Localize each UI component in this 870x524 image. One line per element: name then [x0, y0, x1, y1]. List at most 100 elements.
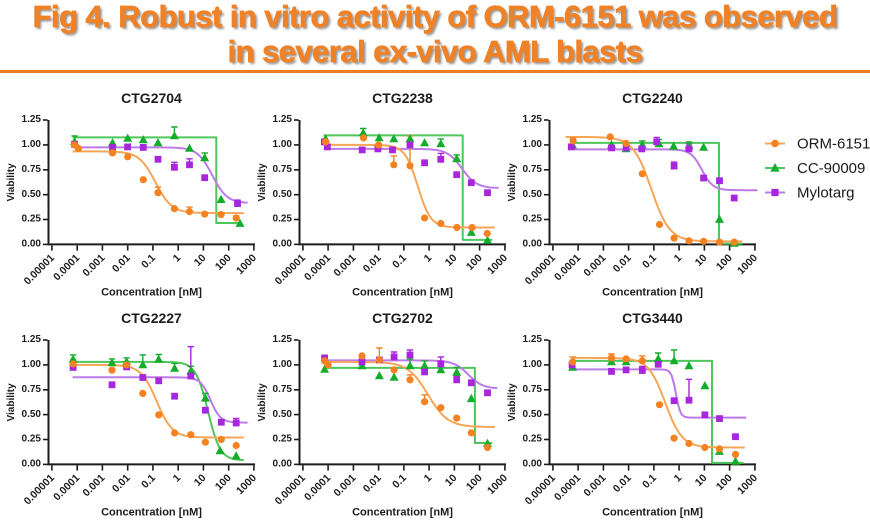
svg-text:1000: 1000 [234, 472, 259, 497]
svg-text:0.01: 0.01 [611, 472, 634, 495]
svg-text:0.25: 0.25 [273, 434, 293, 445]
svg-text:CTG2702: CTG2702 [372, 310, 433, 326]
svg-text:0.001: 0.001 [331, 472, 358, 499]
svg-text:0.1: 0.1 [640, 472, 659, 491]
svg-text:Mylotarg: Mylotarg [797, 185, 855, 202]
svg-text:Concentration [nM]: Concentration [nM] [352, 507, 453, 519]
svg-text:0.001: 0.001 [581, 252, 608, 279]
svg-text:Concentration [nM]: Concentration [nM] [101, 287, 202, 299]
svg-text:0.75: 0.75 [273, 164, 293, 175]
svg-text:0.01: 0.01 [110, 472, 133, 495]
svg-text:0.01: 0.01 [611, 252, 634, 275]
svg-text:1000: 1000 [735, 252, 760, 277]
svg-text:0.50: 0.50 [273, 189, 293, 200]
svg-text:10: 10 [443, 472, 460, 489]
svg-text:0.0001: 0.0001 [552, 252, 583, 283]
svg-text:0.1: 0.1 [139, 472, 158, 491]
svg-text:0.0001: 0.0001 [552, 472, 583, 503]
svg-text:1000: 1000 [485, 252, 510, 277]
svg-text:Viability: Viability [507, 383, 518, 422]
svg-text:0.1: 0.1 [640, 252, 659, 271]
svg-text:0.00001: 0.00001 [273, 472, 308, 507]
svg-text:0.00: 0.00 [22, 459, 42, 470]
svg-text:1.25: 1.25 [523, 334, 543, 345]
svg-text:Concentration [nM]: Concentration [nM] [101, 507, 202, 519]
svg-text:0.00: 0.00 [22, 239, 42, 250]
svg-text:Viability: Viability [257, 163, 268, 202]
svg-text:CC-90009: CC-90009 [797, 160, 865, 177]
svg-text:0.00: 0.00 [523, 239, 543, 250]
svg-text:1.00: 1.00 [273, 139, 293, 150]
svg-text:100: 100 [464, 472, 485, 493]
svg-text:0.0001: 0.0001 [51, 472, 82, 503]
svg-text:0.0001: 0.0001 [302, 472, 333, 503]
svg-text:1.00: 1.00 [523, 359, 543, 370]
svg-text:1: 1 [422, 252, 435, 265]
svg-text:0.75: 0.75 [22, 384, 42, 395]
svg-text:10: 10 [192, 252, 209, 269]
svg-text:CTG2238: CTG2238 [372, 90, 433, 106]
svg-text:0.1: 0.1 [390, 472, 409, 491]
svg-text:100: 100 [213, 472, 234, 493]
svg-text:0.75: 0.75 [273, 384, 293, 395]
svg-text:0.25: 0.25 [22, 214, 42, 225]
svg-text:ORM-6151: ORM-6151 [797, 136, 870, 153]
svg-text:Viability: Viability [257, 383, 268, 422]
svg-text:0.75: 0.75 [22, 164, 42, 175]
svg-text:0.00001: 0.00001 [22, 252, 57, 287]
svg-text:0.001: 0.001 [581, 472, 608, 499]
svg-text:0.50: 0.50 [22, 409, 42, 420]
svg-text:CTG2227: CTG2227 [121, 310, 182, 326]
svg-text:0.25: 0.25 [523, 434, 543, 445]
svg-text:10: 10 [693, 472, 710, 489]
svg-text:0.001: 0.001 [80, 252, 107, 279]
svg-text:1000: 1000 [485, 472, 510, 497]
svg-text:0.75: 0.75 [523, 164, 543, 175]
svg-text:1: 1 [422, 472, 435, 485]
svg-text:1.25: 1.25 [22, 114, 42, 125]
svg-text:0.001: 0.001 [331, 252, 358, 279]
svg-text:0.0001: 0.0001 [51, 252, 82, 283]
svg-text:Concentration [nM]: Concentration [nM] [602, 507, 703, 519]
svg-text:0.1: 0.1 [139, 252, 158, 271]
svg-text:Viability: Viability [6, 383, 17, 422]
svg-text:1.25: 1.25 [22, 334, 42, 345]
svg-text:0.75: 0.75 [523, 384, 543, 395]
svg-text:10: 10 [443, 252, 460, 269]
svg-text:1.00: 1.00 [273, 359, 293, 370]
svg-text:10: 10 [192, 472, 209, 489]
svg-text:0.50: 0.50 [273, 409, 293, 420]
svg-text:0.00: 0.00 [523, 459, 543, 470]
svg-text:1.25: 1.25 [273, 334, 293, 345]
svg-text:100: 100 [714, 252, 735, 273]
svg-text:1: 1 [672, 252, 685, 265]
svg-text:0.25: 0.25 [22, 434, 42, 445]
svg-text:0.50: 0.50 [523, 189, 543, 200]
svg-text:1000: 1000 [234, 252, 259, 277]
svg-text:CTG3440: CTG3440 [622, 310, 683, 326]
svg-text:100: 100 [714, 472, 735, 493]
svg-text:1.25: 1.25 [523, 114, 543, 125]
svg-text:0.25: 0.25 [273, 214, 293, 225]
svg-text:0.01: 0.01 [110, 252, 133, 275]
svg-text:0.00001: 0.00001 [273, 252, 308, 287]
svg-text:1: 1 [171, 252, 184, 265]
svg-text:Concentration [nM]: Concentration [nM] [352, 287, 453, 299]
svg-text:0.001: 0.001 [80, 472, 107, 499]
svg-text:0.01: 0.01 [361, 252, 384, 275]
svg-text:0.50: 0.50 [523, 409, 543, 420]
svg-text:10: 10 [693, 252, 710, 269]
svg-text:1: 1 [672, 472, 685, 485]
svg-text:1.25: 1.25 [273, 114, 293, 125]
svg-text:0.1: 0.1 [390, 252, 409, 271]
svg-text:0.0001: 0.0001 [302, 252, 333, 283]
svg-text:1: 1 [171, 472, 184, 485]
svg-text:Viability: Viability [6, 163, 17, 202]
svg-text:0.00: 0.00 [273, 239, 293, 250]
svg-text:100: 100 [464, 252, 485, 273]
svg-text:100: 100 [213, 252, 234, 273]
svg-text:0.50: 0.50 [22, 189, 42, 200]
svg-text:1.00: 1.00 [22, 359, 42, 370]
svg-text:Viability: Viability [507, 163, 518, 202]
svg-text:0.01: 0.01 [361, 472, 384, 495]
